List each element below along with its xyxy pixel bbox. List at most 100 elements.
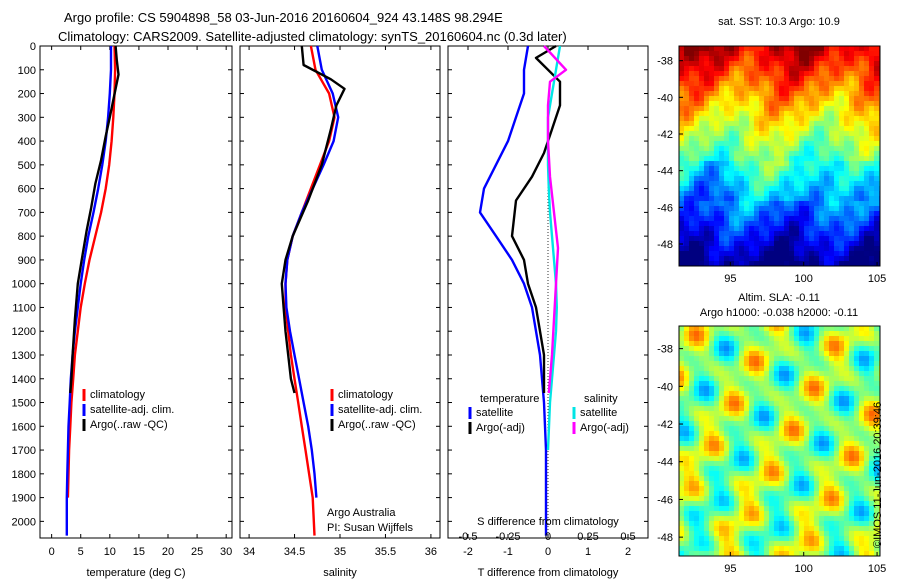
map-cell	[684, 461, 690, 467]
map-cell	[714, 146, 720, 152]
map-cell	[689, 456, 695, 462]
map-cell	[834, 106, 840, 112]
map-cell	[789, 331, 795, 337]
map-cell	[874, 396, 880, 402]
map-cell	[834, 141, 840, 147]
map-cell	[819, 186, 825, 192]
x-axis-label: T difference from climatology	[478, 567, 619, 579]
map-cell	[819, 131, 825, 137]
map-cell	[829, 116, 835, 122]
map-cell	[799, 506, 805, 512]
map-cell	[824, 506, 830, 512]
map-cell	[849, 531, 855, 537]
sla-map-title: Altim. SLA: -0.11	[738, 292, 820, 304]
map-cell	[684, 381, 690, 387]
map-cell	[694, 516, 700, 522]
map-cell	[704, 126, 710, 132]
map-cell	[789, 546, 795, 552]
map-cell	[789, 386, 795, 392]
map-cell	[844, 256, 850, 262]
map-cell	[794, 511, 800, 517]
map-cell	[704, 376, 710, 382]
map-cell	[694, 481, 700, 487]
map-cell	[819, 451, 825, 457]
map-cell	[739, 141, 745, 147]
map-cell	[679, 221, 685, 227]
map-cell	[854, 346, 860, 352]
map-cell	[769, 331, 775, 337]
map-cell	[839, 186, 845, 192]
map-cell	[679, 226, 685, 232]
map-cell	[809, 441, 815, 447]
map-cell	[844, 91, 850, 97]
map-cell	[734, 486, 740, 492]
map-cell	[729, 396, 735, 402]
map-cell	[709, 541, 715, 547]
map-cell	[819, 456, 825, 462]
map-cell	[734, 396, 740, 402]
map-cell	[789, 136, 795, 142]
map-cell	[774, 51, 780, 57]
map-cell	[714, 401, 720, 407]
map-cell	[709, 206, 715, 212]
map-cell	[774, 96, 780, 102]
map-cell	[789, 156, 795, 162]
map-cell	[804, 361, 810, 367]
map-cell	[699, 66, 705, 72]
map-cell	[689, 431, 695, 437]
map-cell	[839, 526, 845, 532]
map-cell	[819, 506, 825, 512]
map-cell	[779, 506, 785, 512]
map-cell	[839, 131, 845, 137]
map-cell	[704, 451, 710, 457]
map-cell	[794, 476, 800, 482]
map-cell	[859, 536, 865, 542]
map-cell	[799, 46, 805, 52]
map-cell	[789, 486, 795, 492]
map-cell	[804, 536, 810, 542]
map-cell	[759, 496, 765, 502]
map-cell	[874, 411, 880, 417]
map-cell	[724, 486, 730, 492]
map-cell	[774, 396, 780, 402]
map-cell	[709, 241, 715, 247]
map-cell	[809, 346, 815, 352]
map-cell	[784, 401, 790, 407]
map-cell	[809, 91, 815, 97]
map-cell	[874, 191, 880, 197]
map-cell	[759, 176, 765, 182]
map-cell	[849, 96, 855, 102]
map-cell	[814, 511, 820, 517]
map-cell	[829, 391, 835, 397]
map-cell	[734, 141, 740, 147]
map-cell	[729, 346, 735, 352]
map-cell	[704, 146, 710, 152]
map-cell	[854, 256, 860, 262]
map-cell	[859, 51, 865, 57]
map-cell	[704, 441, 710, 447]
map-cell	[754, 461, 760, 467]
map-cell	[784, 436, 790, 442]
map-cell	[744, 496, 750, 502]
map-cell	[809, 216, 815, 222]
map-cell	[729, 146, 735, 152]
map-cell	[784, 366, 790, 372]
map-cell	[854, 46, 860, 52]
map-cell	[689, 466, 695, 472]
map-cell	[684, 151, 690, 157]
map-cell	[694, 431, 700, 437]
map-cell	[774, 401, 780, 407]
map-cell	[819, 536, 825, 542]
map-cell	[804, 461, 810, 467]
map-cell	[819, 496, 825, 502]
map-cell	[744, 56, 750, 62]
map-cell	[779, 531, 785, 537]
map-cell	[689, 371, 695, 377]
map-cell	[774, 56, 780, 62]
map-cell	[684, 406, 690, 412]
map-cell	[724, 491, 730, 497]
map-cell	[799, 476, 805, 482]
map-cell	[744, 206, 750, 212]
map-cell	[814, 86, 820, 92]
map-cell	[779, 351, 785, 357]
